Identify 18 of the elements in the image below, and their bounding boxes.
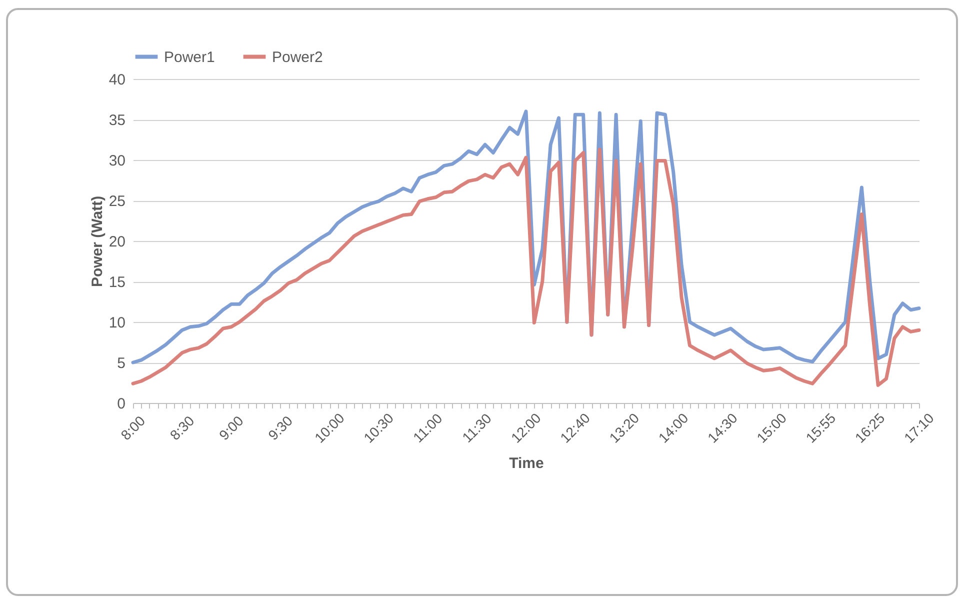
line-series — [131, 148, 921, 387]
y-tick-label: 0 — [117, 396, 126, 412]
legend-label: Power1 — [164, 48, 215, 66]
y-tick-label: 30 — [108, 152, 126, 170]
y-tick-label: 40 — [108, 72, 126, 88]
x-tick-label: 9:30 — [264, 412, 296, 444]
y-tick-label: 25 — [108, 193, 126, 210]
x-axis-title: Time — [509, 454, 544, 472]
y-tick-label: 35 — [108, 112, 126, 129]
y-tick-label: 20 — [108, 234, 126, 250]
y-tick-label: 5 — [117, 355, 126, 372]
x-tick-label: 9:00 — [216, 412, 246, 444]
y-tick-label: 15 — [108, 274, 126, 291]
y-axis-title: Power (Watt) — [88, 196, 106, 288]
x-tick-label: 8:30 — [166, 412, 198, 444]
x-tick-label: 8:00 — [118, 412, 148, 444]
legend-label: Power2 — [272, 48, 323, 66]
y-tick-label: 10 — [108, 314, 126, 332]
